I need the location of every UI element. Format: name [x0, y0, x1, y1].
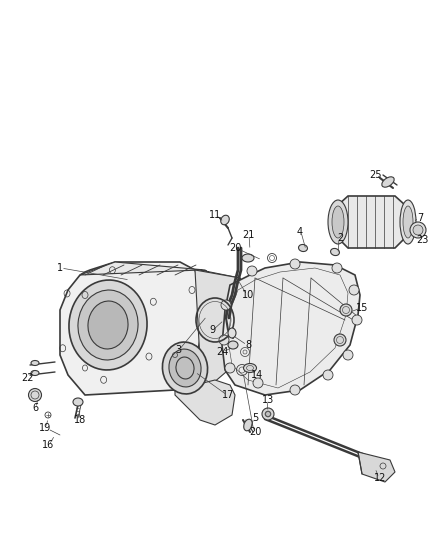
- Ellipse shape: [247, 266, 257, 276]
- Ellipse shape: [331, 248, 339, 256]
- Polygon shape: [222, 262, 360, 395]
- Text: 11: 11: [209, 210, 221, 220]
- Ellipse shape: [410, 222, 426, 238]
- Ellipse shape: [290, 259, 300, 269]
- Text: 24: 24: [216, 347, 228, 357]
- Ellipse shape: [413, 225, 423, 235]
- Text: 4: 4: [297, 227, 303, 237]
- Text: 15: 15: [356, 303, 368, 313]
- Text: 17: 17: [222, 390, 234, 400]
- Text: 19: 19: [39, 423, 51, 433]
- Text: 25: 25: [369, 170, 381, 180]
- Text: 18: 18: [74, 415, 86, 425]
- Ellipse shape: [228, 328, 236, 338]
- Ellipse shape: [332, 263, 342, 273]
- Ellipse shape: [73, 398, 83, 406]
- Ellipse shape: [334, 334, 346, 346]
- Text: 10: 10: [242, 290, 254, 300]
- Ellipse shape: [242, 254, 254, 262]
- Ellipse shape: [352, 315, 362, 325]
- Ellipse shape: [244, 419, 252, 431]
- Text: 20: 20: [249, 427, 261, 437]
- Ellipse shape: [221, 215, 229, 225]
- Text: 21: 21: [242, 230, 254, 240]
- Polygon shape: [332, 196, 410, 248]
- Ellipse shape: [328, 200, 348, 244]
- Ellipse shape: [265, 411, 271, 416]
- Ellipse shape: [221, 300, 231, 310]
- Polygon shape: [175, 380, 235, 425]
- Ellipse shape: [262, 408, 274, 420]
- Ellipse shape: [162, 342, 208, 394]
- Polygon shape: [60, 262, 205, 395]
- Ellipse shape: [403, 206, 413, 238]
- Text: 13: 13: [262, 395, 274, 405]
- Ellipse shape: [219, 335, 229, 345]
- Ellipse shape: [31, 360, 39, 366]
- Ellipse shape: [69, 280, 147, 370]
- Ellipse shape: [290, 385, 300, 395]
- Ellipse shape: [169, 349, 201, 387]
- Ellipse shape: [382, 177, 394, 187]
- Ellipse shape: [400, 200, 416, 244]
- Ellipse shape: [78, 290, 138, 360]
- Polygon shape: [80, 262, 245, 295]
- Ellipse shape: [299, 245, 307, 252]
- Ellipse shape: [323, 370, 333, 380]
- Text: 23: 23: [416, 235, 428, 245]
- Ellipse shape: [340, 304, 352, 316]
- Text: 5: 5: [252, 413, 258, 423]
- Ellipse shape: [253, 378, 263, 388]
- Text: 9: 9: [209, 325, 215, 335]
- Ellipse shape: [244, 364, 257, 373]
- Ellipse shape: [88, 301, 128, 349]
- Text: 1: 1: [57, 263, 63, 273]
- Text: 7: 7: [417, 213, 423, 223]
- Ellipse shape: [228, 341, 238, 349]
- Polygon shape: [358, 452, 395, 482]
- Ellipse shape: [225, 363, 235, 373]
- Text: 2: 2: [337, 233, 343, 243]
- Polygon shape: [195, 270, 248, 390]
- Ellipse shape: [349, 285, 359, 295]
- Ellipse shape: [332, 206, 344, 238]
- Text: 8: 8: [245, 340, 251, 350]
- Ellipse shape: [28, 389, 42, 401]
- Text: 20: 20: [229, 243, 241, 253]
- Text: 14: 14: [251, 370, 263, 380]
- Text: 16: 16: [42, 440, 54, 450]
- Text: 3: 3: [175, 345, 181, 355]
- Ellipse shape: [343, 350, 353, 360]
- Ellipse shape: [31, 370, 39, 376]
- Text: 12: 12: [374, 473, 386, 483]
- Text: 6: 6: [32, 403, 38, 413]
- Text: 22: 22: [22, 373, 34, 383]
